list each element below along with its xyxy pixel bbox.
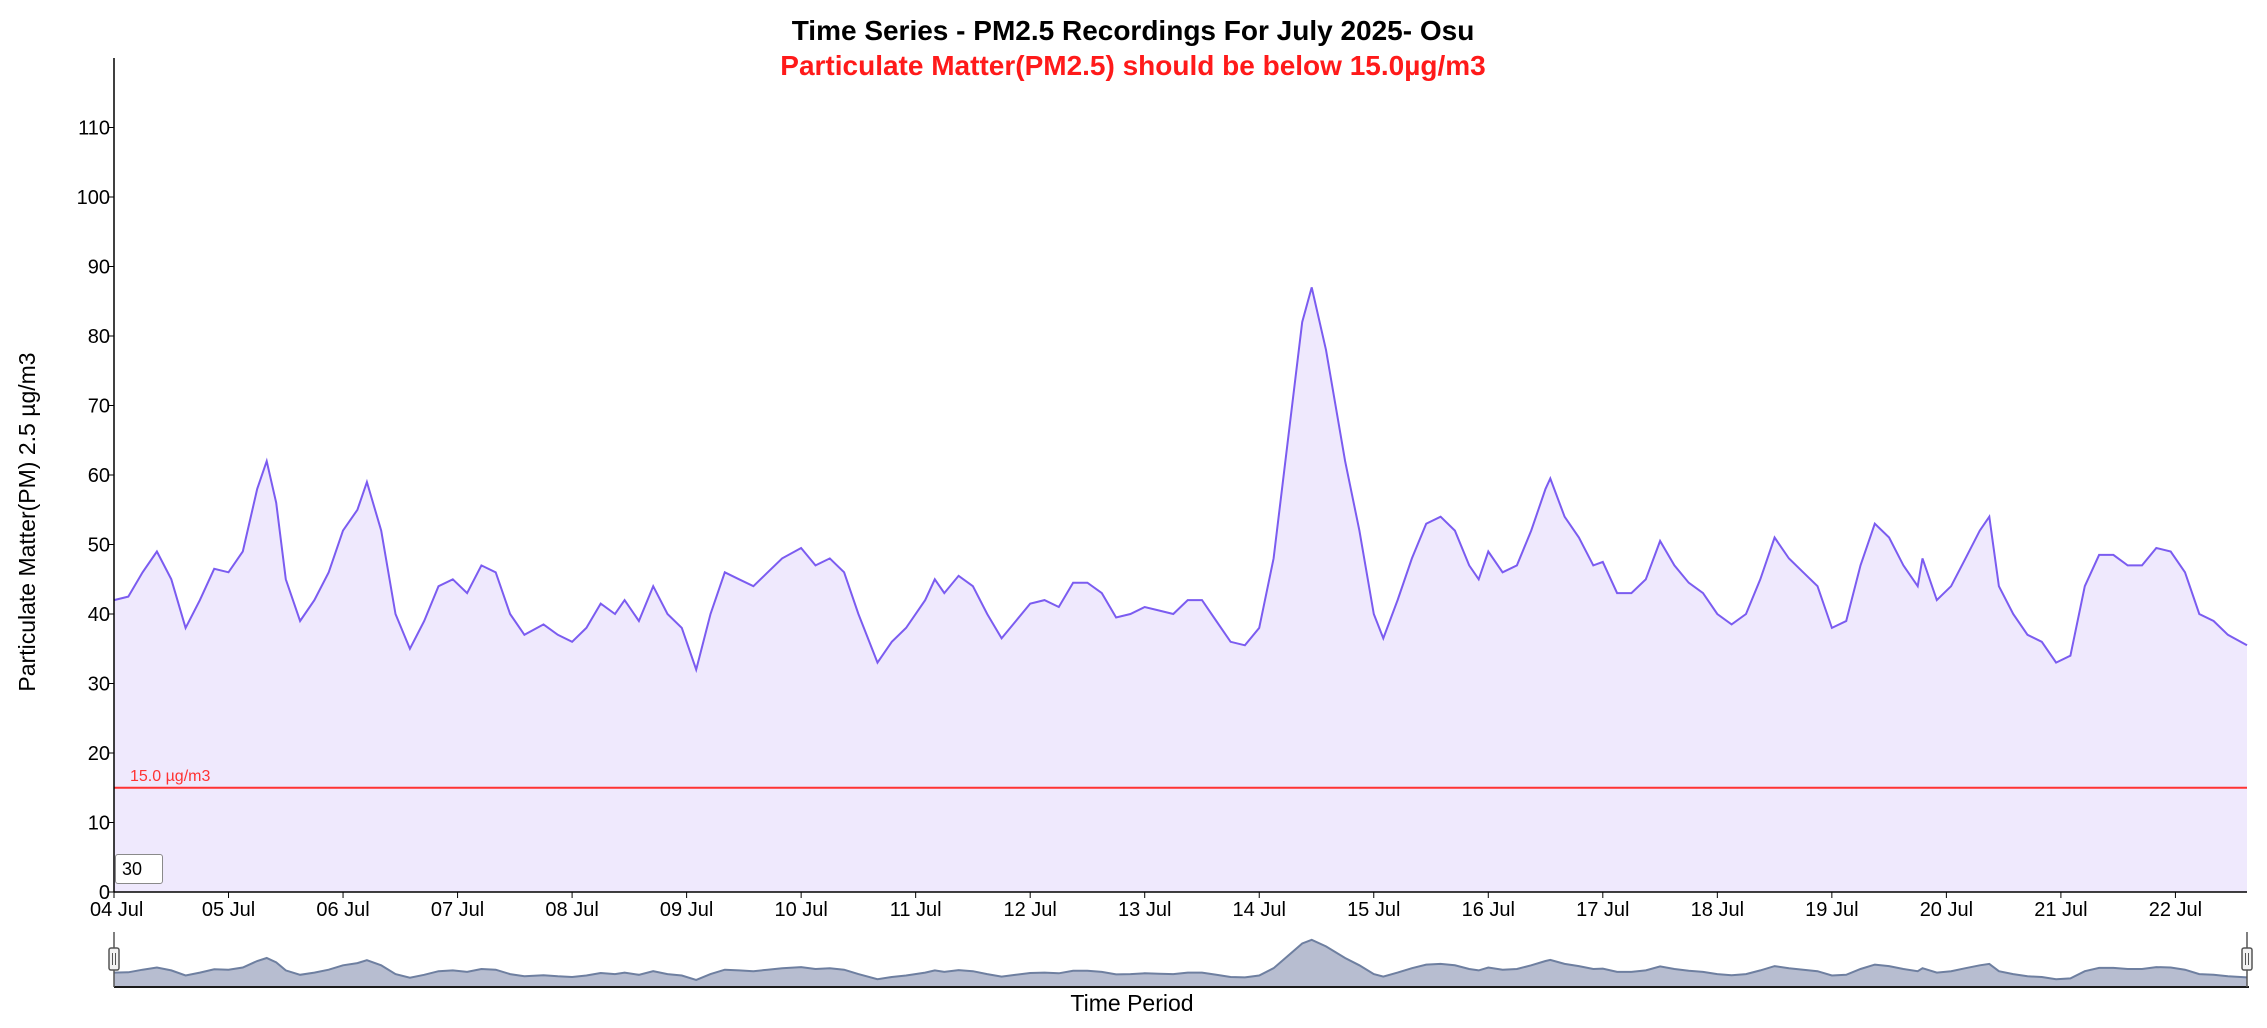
navigator-area	[114, 939, 2247, 987]
x-tick-label: 13 Jul	[1118, 899, 1171, 921]
x-tick-label: 21 Jul	[2034, 899, 2087, 921]
x-tick-label: 16 Jul	[1462, 899, 1515, 921]
handle-grip[interactable]	[108, 947, 120, 971]
chart-subtitle: Particulate Matter(PM2.5) should be belo…	[780, 50, 1485, 81]
plot-area[interactable]: 15.0 µg/m3	[113, 287, 2248, 892]
navigator-right-handle[interactable]	[2241, 932, 2253, 987]
y-tick-label: 40	[88, 604, 110, 626]
y-tick-label: 90	[88, 257, 110, 279]
x-tick-label: 07 Jul	[431, 899, 484, 921]
y-tick-label: 100	[77, 187, 110, 209]
y-tick-label: 20	[88, 743, 110, 765]
y-tick-label: 110	[78, 118, 110, 140]
x-tick-label: 08 Jul	[545, 899, 598, 921]
navigator-line	[113, 938, 2248, 981]
pm25-area-fill	[114, 287, 2247, 892]
chart-title: Time Series - PM2.5 Recordings For July …	[792, 15, 1475, 46]
x-tick-label: 05 Jul	[202, 899, 255, 921]
y-axis-title: Particulate Matter(PM) 2.5 µg/m3	[14, 352, 40, 691]
range-navigator[interactable]	[108, 932, 2253, 988]
x-tick-label: 10 Jul	[774, 899, 827, 921]
x-axis-title: Time Period	[1070, 990, 1193, 1016]
x-tick-label: 15 Jul	[1347, 899, 1400, 921]
navigator-left-handle[interactable]	[108, 932, 120, 987]
x-tick-label: 09 Jul	[660, 899, 713, 921]
y-tick-label: 50	[88, 535, 110, 557]
x-tick-label: 06 Jul	[316, 899, 369, 921]
y-tick-label: 10	[88, 813, 110, 835]
x-tick-label: 20 Jul	[1920, 899, 1973, 921]
x-tick-label: 18 Jul	[1691, 899, 1744, 921]
pm25-series-line	[113, 287, 2248, 674]
y-tick-label: 80	[88, 326, 110, 348]
x-tick-label: 22 Jul	[2149, 899, 2202, 921]
x-tick-label: 17 Jul	[1576, 899, 1629, 921]
y-axis-ticks: 0 10 20 30 40 50 60 70 80 90 100 110	[77, 118, 114, 904]
y-tick-label: 60	[88, 465, 110, 487]
handle-grip[interactable]	[2241, 947, 2253, 971]
y-tick-label: 70	[88, 396, 110, 418]
rolling-period-input[interactable]	[115, 854, 163, 884]
y-tick-label: 30	[88, 674, 110, 696]
x-tick-label: 04 Jul	[90, 899, 143, 921]
x-tick-label: 14 Jul	[1233, 899, 1286, 921]
threshold-label: 15.0 µg/m3	[130, 768, 210, 785]
y-tick-label: 0	[99, 882, 110, 904]
x-tick-label: 12 Jul	[1004, 899, 1057, 921]
x-axis-ticks: 04 Jul 05 Jul 06 Jul 07 Jul 08 Jul 09 Jul 10 J…	[90, 892, 2202, 921]
x-tick-label: 19 Jul	[1805, 899, 1858, 921]
x-tick-label: 11 Jul	[890, 899, 942, 921]
